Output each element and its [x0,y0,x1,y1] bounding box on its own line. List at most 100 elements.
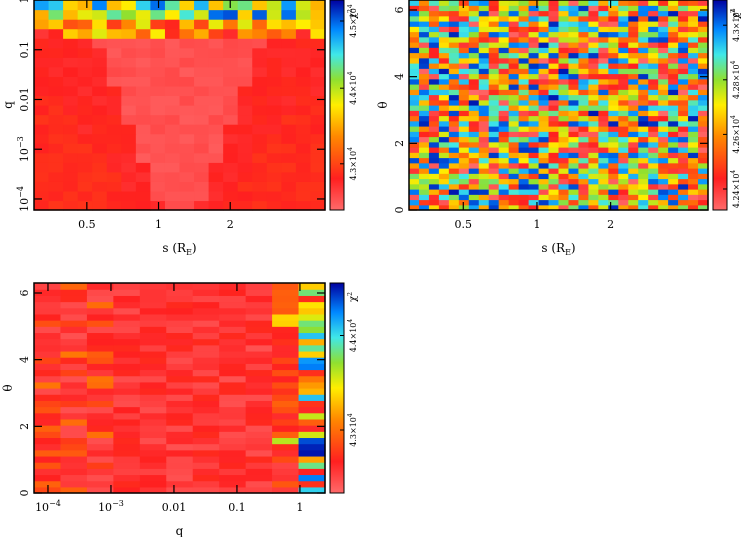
heatmap-cell [219,412,247,420]
heatmap-cell [245,449,273,457]
heatmap-cell [48,76,64,87]
heatmap-cell [588,183,599,190]
heatmap-cell [608,204,619,211]
heatmap-cell [648,21,659,27]
heatmap-cell [34,76,50,87]
heatmap-cell [658,199,669,206]
heatmap-cell [478,68,490,75]
heatmap-cell [448,73,460,80]
heatmap-cell [418,189,430,195]
heatmap-cell [298,283,326,290]
heatmap-cell [438,120,450,127]
heatmap-cell [428,115,440,122]
heatmap-cell [438,168,450,174]
heatmap-cell [648,204,659,211]
heatmap-cell [298,418,326,426]
heatmap-cell [568,99,580,106]
heatmap-cell [63,47,79,58]
heatmap-cell [272,344,300,352]
heatmap-cell [194,105,210,116]
heatmap-cell [608,5,619,12]
heatmap-cell [528,194,540,201]
heatmap-cell [77,143,93,154]
heatmap-cell [179,9,195,20]
heatmap-cell [92,190,108,202]
heatmap-cell [458,105,470,111]
heatmap-cell [34,350,62,358]
heatmap-cell [135,181,151,192]
heatmap-cell [628,15,639,22]
heatmap-cell [139,486,167,494]
heatmap-cell [568,52,580,59]
heatmap-cell [588,63,599,69]
heatmap-cell [192,388,220,395]
heatmap-cell [668,31,679,38]
heatmap-cell [409,147,420,153]
heatmap-cell [164,38,181,49]
heatmap-cell [538,89,550,96]
heatmap-cell [618,194,629,201]
heatmap-cell [478,42,490,48]
heatmap-cell [518,178,530,185]
heatmap-cell [106,19,122,30]
heatmap-cell [150,105,166,116]
heatmap-cell [608,183,619,190]
heatmap-cell [438,173,450,180]
heatmap-cell [310,143,326,154]
heatmap-cell [648,78,659,85]
heatmap-cell [252,9,268,20]
heatmap-cell [219,406,247,414]
heatmap-cell [428,42,440,48]
heatmap-cell [86,406,114,414]
heatmap-cell [409,84,420,90]
heatmap-cell [468,126,480,132]
heatmap-cell [418,115,430,122]
heatmap-cell [638,204,649,211]
heatmap-cell [179,0,195,11]
heatmap-cell [548,94,560,101]
heatmap-cell [628,31,639,38]
heatmap-cell [688,199,699,206]
heatmap-cell [458,120,470,127]
heatmap-cell [63,124,79,135]
heatmap-cell [219,388,247,395]
heatmap-cell [135,66,151,77]
heatmap-cell [598,173,609,180]
heatmap-cell [237,162,253,173]
heatmap-cell [638,47,649,54]
heatmap-cell [508,199,520,206]
heatmap-cell [34,474,62,482]
heatmap-cell [438,194,450,201]
heatmap-cell [298,289,326,296]
heatmap-cell [658,31,669,38]
heatmap-cell [508,126,520,132]
heatmap-cell [113,338,141,346]
heatmap-cell [488,21,500,27]
heatmap-cell [448,78,460,85]
heatmap-cell [668,5,679,12]
heatmap-cell [538,42,550,48]
heatmap-cell [428,57,440,64]
heatmap-cell [266,76,282,87]
heatmap-cell [648,0,659,6]
heatmap-cell [418,15,430,22]
heatmap-cell [588,5,599,12]
heatmap-cell [588,115,599,122]
heatmap-cell [166,295,194,303]
heatmap-cell [63,114,79,125]
heatmap-cell [298,455,326,463]
heatmap-cell [86,468,114,476]
heatmap-cell [63,181,79,192]
heatmap-cell [86,394,114,401]
heatmap-cell [508,10,520,17]
heatmap-cell [166,443,194,451]
heatmap-cell [34,313,62,321]
heatmap-cell [678,120,689,127]
heatmap-cell [428,10,440,17]
heatmap-cell [528,94,540,101]
heatmap-cell [77,152,93,163]
heatmap-cell [166,449,194,457]
heatmap-cell [192,394,220,401]
heatmap-cell [428,131,440,138]
